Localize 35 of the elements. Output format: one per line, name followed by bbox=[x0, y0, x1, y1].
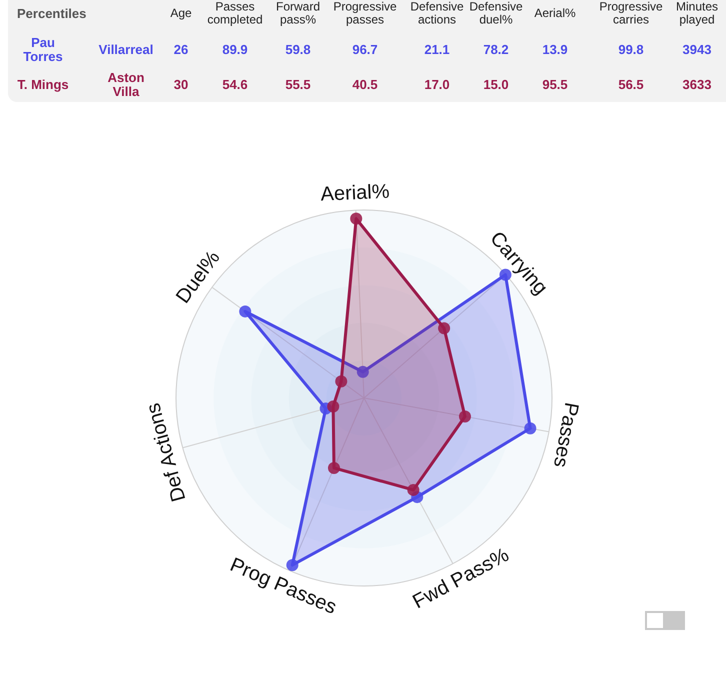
series-label: Pau Torres bbox=[23, 34, 63, 64]
data-label: 26 bbox=[174, 42, 188, 56]
text: Villarreal bbox=[98, 42, 154, 56]
category-label: Defensive actions bbox=[410, 0, 464, 26]
spoke-label: Aerial% bbox=[320, 180, 390, 206]
data-label: 3943 bbox=[682, 42, 712, 56]
category-label: Defensive duel% bbox=[469, 0, 523, 26]
data-label: 96.7 bbox=[352, 42, 378, 56]
text: Percentiles bbox=[17, 6, 86, 20]
data-label: 56.5 bbox=[618, 76, 644, 92]
data-label: 40.5 bbox=[352, 76, 378, 92]
data-label: 13.9 bbox=[542, 42, 568, 56]
data-label: 54.6 bbox=[222, 76, 248, 92]
data-label: 89.9 bbox=[222, 42, 248, 56]
data-label: 55.5 bbox=[285, 76, 311, 92]
category-label: Passes completed bbox=[207, 0, 263, 26]
data-label: 99.8 bbox=[618, 42, 644, 56]
data-label: 17.0 bbox=[424, 76, 450, 92]
category-label: Forward pass% bbox=[276, 0, 320, 26]
data-label: 15.0 bbox=[483, 76, 509, 92]
text: T. Mings bbox=[17, 76, 69, 92]
data-label: 59.8 bbox=[285, 42, 311, 56]
data-label: 78.2 bbox=[483, 42, 509, 56]
category-label: Progressive passes bbox=[333, 0, 398, 26]
spoke-label: Passes bbox=[548, 400, 582, 470]
text: Aston Villa bbox=[108, 70, 144, 98]
category-label: Aerial% bbox=[534, 6, 576, 20]
category-label: Progressive carries bbox=[599, 0, 664, 26]
category-label: Minutes played bbox=[676, 0, 718, 26]
data-label: 21.1 bbox=[424, 42, 450, 56]
spoke-label: Def Actions bbox=[142, 400, 190, 504]
data-label: 30 bbox=[174, 76, 188, 92]
data-label: 3633 bbox=[682, 76, 712, 92]
data-label: 95.5 bbox=[542, 76, 568, 92]
category-label: Age bbox=[170, 6, 192, 20]
